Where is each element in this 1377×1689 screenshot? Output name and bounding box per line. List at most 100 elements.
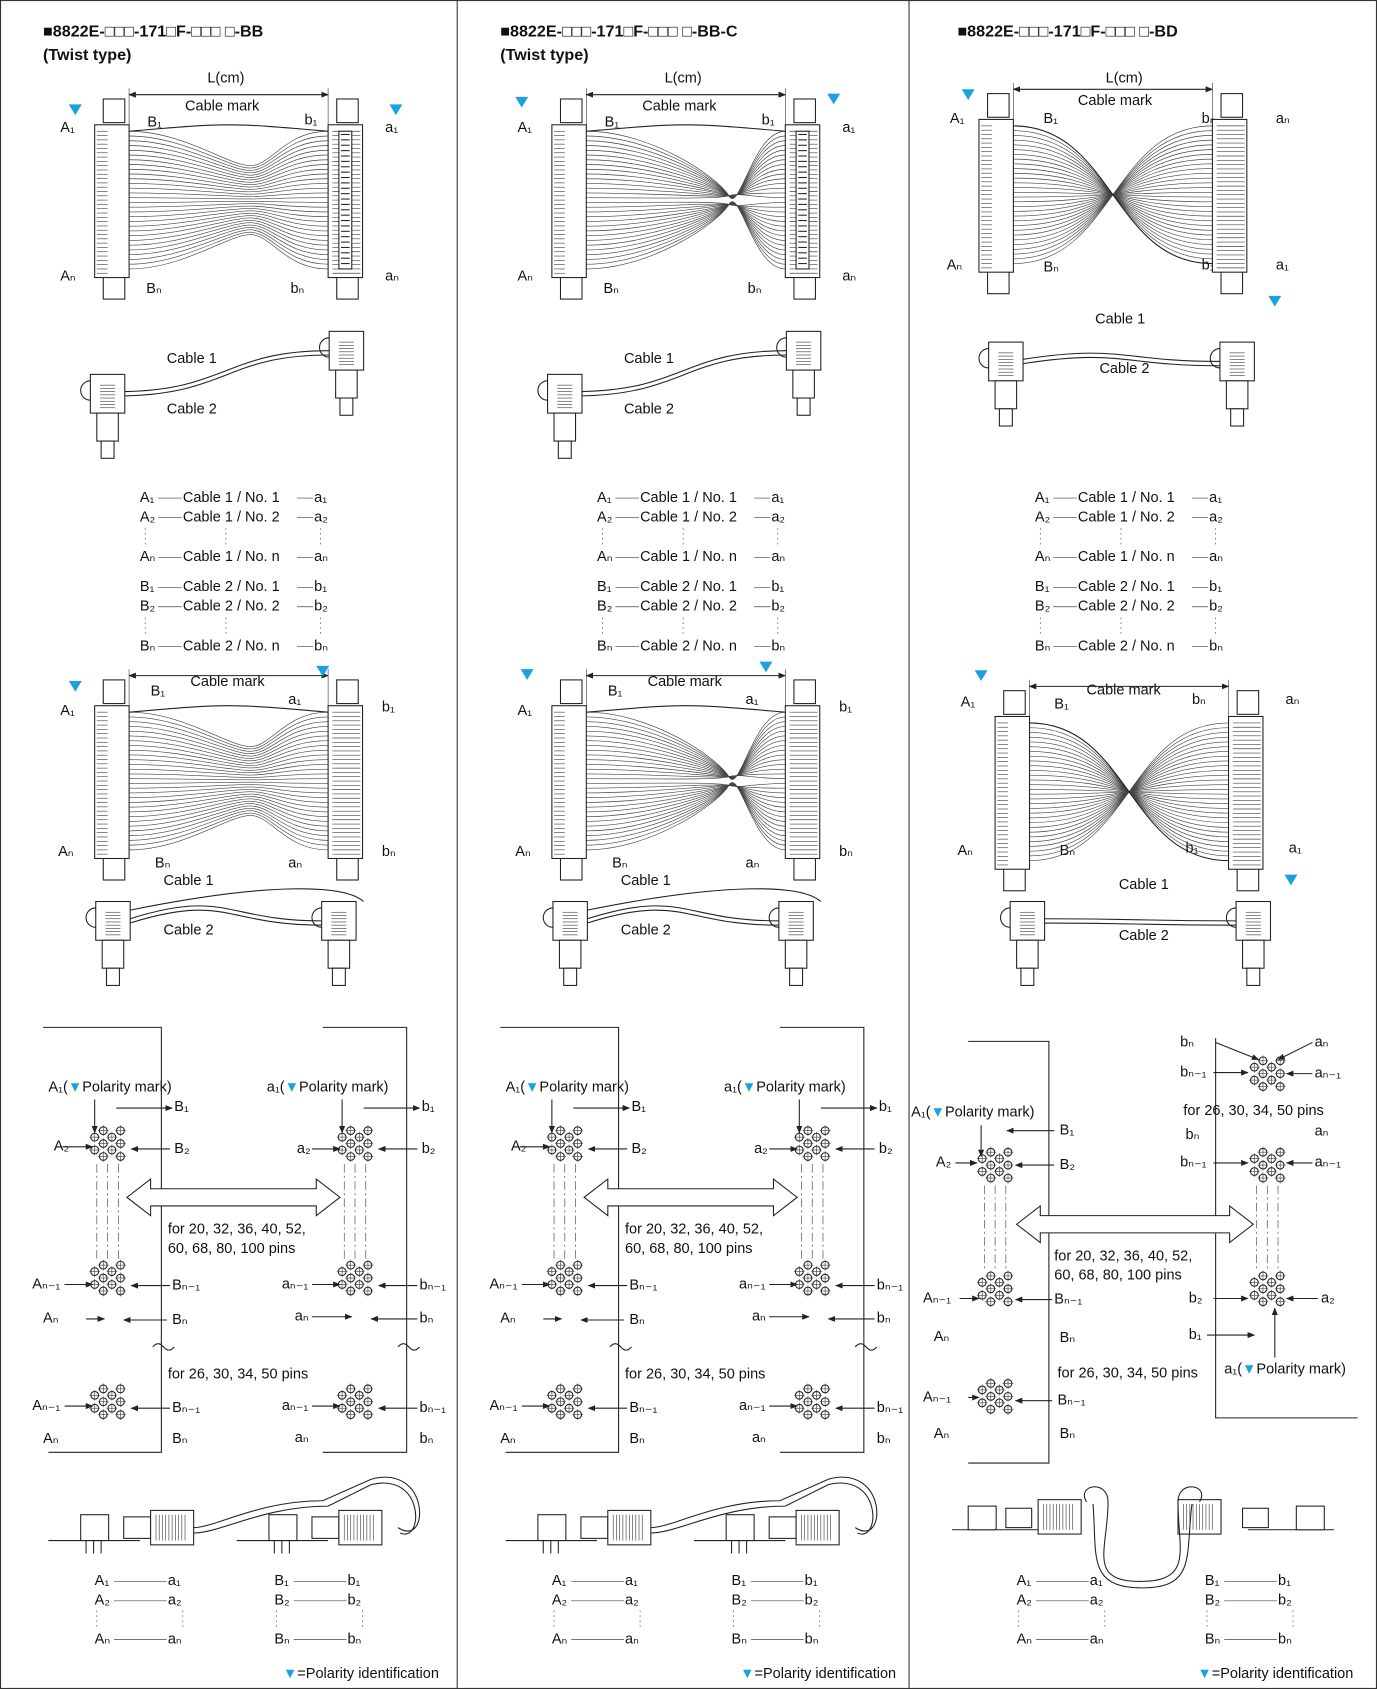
- label: bₙ: [877, 1431, 891, 1447]
- shape: [129, 203, 329, 208]
- label: aₙ: [771, 549, 785, 565]
- label: Bₙ₋₁: [172, 1400, 200, 1416]
- label: Aₙ: [58, 844, 74, 860]
- label: a₁: [168, 1573, 181, 1589]
- label: B₁: [151, 684, 166, 700]
- shape: [193, 1476, 421, 1532]
- label: Aₙ: [597, 549, 613, 565]
- label: b₂: [314, 599, 328, 615]
- text-part: Polarity mark): [756, 1079, 846, 1095]
- shape: [129, 212, 329, 227]
- label: L(cm): [1106, 70, 1143, 86]
- label: Cable 1: [1119, 877, 1169, 893]
- label: Cable 1 / No. 1: [1078, 490, 1175, 506]
- label: aₙ: [314, 549, 328, 565]
- label: for 26, 30, 34, 50 pins: [1183, 1103, 1323, 1119]
- connector: [1246, 967, 1261, 986]
- label: Bₙ: [629, 1431, 645, 1447]
- label: b₁: [1189, 1327, 1202, 1343]
- shape: [129, 726, 329, 755]
- label: A₁: [1035, 490, 1050, 506]
- connector: [563, 967, 578, 986]
- shape: [129, 154, 329, 178]
- shape: [129, 815, 329, 851]
- connector: [1236, 690, 1260, 715]
- shape: [152, 1343, 175, 1351]
- shape: [768, 907, 779, 928]
- shape: [85, 907, 96, 928]
- label: Cable 1 / No. 1: [640, 490, 737, 506]
- connector: [101, 939, 125, 969]
- connector: [789, 967, 804, 986]
- label: Bₙ: [146, 281, 162, 297]
- label: Aₙ: [515, 844, 531, 860]
- shape: [776, 337, 787, 358]
- connector: [89, 373, 126, 414]
- label: A₂: [95, 1593, 110, 1609]
- connector: [725, 1514, 755, 1542]
- connector: [796, 397, 811, 416]
- connector: [967, 1505, 997, 1531]
- label: (Twist type): [500, 46, 588, 64]
- label: for 20, 32, 36, 40, 52,: [1054, 1248, 1192, 1264]
- label: a₁: [842, 120, 855, 136]
- connector: [268, 1514, 298, 1542]
- shape: [587, 909, 779, 926]
- connector: [1219, 341, 1255, 382]
- label: bₙ: [839, 844, 853, 860]
- label: Cable 2: [167, 402, 217, 418]
- label: b₂: [879, 1141, 893, 1157]
- label: Bₙ: [172, 1312, 188, 1328]
- connector: [1211, 118, 1248, 273]
- label: Cable 2 / No. 1: [640, 579, 737, 595]
- label: b₁: [422, 1099, 435, 1115]
- text-part: a₁(: [267, 1079, 285, 1095]
- shape: [542, 907, 553, 928]
- connector: [100, 440, 115, 459]
- shape: [129, 140, 329, 171]
- label: aₙ: [746, 856, 760, 872]
- label: b₁: [1209, 579, 1222, 595]
- label: Aₙ: [43, 1311, 59, 1327]
- label: bₙ: [1192, 692, 1206, 708]
- shape: [1044, 918, 1237, 922]
- label: B₂: [631, 1141, 646, 1157]
- shape: [124, 350, 330, 393]
- label: for 26, 30, 34, 50 pins: [625, 1367, 765, 1383]
- label: Cable 2: [624, 402, 674, 418]
- shape: [129, 227, 329, 256]
- label: Bₙ: [274, 1631, 290, 1647]
- label: Cable 1 / No. 2: [1078, 509, 1175, 525]
- shape: [80, 380, 91, 401]
- shape: [586, 784, 786, 808]
- polarity-glyph: ▼: [68, 1079, 82, 1095]
- shape: [586, 203, 786, 222]
- label: Cable 2: [1099, 361, 1149, 377]
- text-part: A₁(: [48, 1079, 68, 1095]
- polarity-glyph: ▼: [525, 1079, 539, 1095]
- polarity-mark: [974, 670, 988, 681]
- label: B₁: [274, 1573, 289, 1589]
- shape: [129, 205, 329, 213]
- label: a₂: [314, 509, 328, 525]
- connector: [994, 715, 1031, 870]
- polarity-mark: [1284, 874, 1298, 886]
- shape: [978, 348, 989, 369]
- shape: [586, 204, 786, 213]
- label: a₁: [385, 120, 398, 136]
- label: a₁(▼Polarity mark): [1224, 1361, 1346, 1377]
- polarity-glyph: ▼: [931, 1104, 945, 1120]
- label: Cable 1 / No. 2: [183, 509, 280, 525]
- label: Cable 2 / No. n: [183, 638, 280, 654]
- label: a₂: [754, 1141, 768, 1157]
- shape: [586, 187, 786, 197]
- label: Bₙ₋₁: [172, 1277, 200, 1293]
- shape: [586, 204, 786, 218]
- connector: [978, 118, 1014, 273]
- connector: [1005, 1507, 1033, 1529]
- text-part: A₁(: [506, 1079, 526, 1095]
- label: b₁: [1278, 1573, 1291, 1589]
- label: aₙ: [1209, 549, 1223, 565]
- connector: [784, 939, 808, 969]
